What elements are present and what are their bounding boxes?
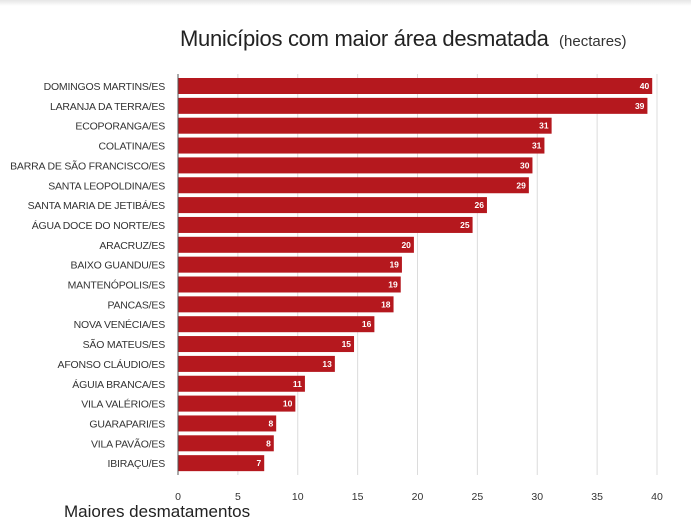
chart-subtitle: (hectares) [559,33,627,50]
bar-value-label: 15 [342,339,352,349]
x-tick-label: 30 [531,491,543,503]
bar [178,137,545,154]
bar-value-label: 40 [640,81,650,91]
bar [178,97,648,114]
bar-value-label: 8 [266,438,271,448]
category-label: PANCAS/ES [107,299,165,311]
category-label: DOMINGOS MARTINS/ES [44,81,166,93]
bar [178,78,653,94]
bar-value-label: 8 [268,418,273,428]
bar-value-label: 30 [520,160,530,170]
bar [178,316,375,333]
category-label: NOVA VENÉCIA/ES [74,318,166,331]
category-label: SANTA LEOPOLDINA/ES [48,180,165,192]
bar-value-label: 19 [388,280,398,290]
category-label: SÃO MATEUS/ES [83,338,166,351]
x-tick-label: 25 [472,491,484,503]
category-label: COLATINA/ES [99,141,166,153]
top-shadow-rule [0,0,691,6]
category-label: VILA VALÉRIO/ES [81,398,165,411]
bar [178,375,305,392]
bar [178,236,414,253]
bar [178,415,277,432]
bar-value-label: 29 [516,180,526,190]
bar [178,336,355,353]
bar-value-label: 7 [256,458,261,468]
bar [178,177,529,194]
category-label: GUARAPARI/ES [89,418,165,430]
x-tick-label: 20 [412,491,424,503]
bar [178,216,473,233]
bar-value-label: 26 [474,200,484,210]
bar-value-label: 39 [635,101,645,111]
category-label: SANTA MARIA DE JETIBÁ/ES [28,199,166,212]
x-tick-label: 35 [591,491,603,503]
x-tick-label: 5 [235,491,241,503]
bar-value-label: 31 [539,121,549,131]
bar [178,435,274,452]
bar [178,256,402,273]
chart-title: Municípios com maior área desmatada [180,26,549,51]
chart-header: Municípios com maior área desmatada (hec… [180,26,627,52]
bar [178,455,265,472]
category-label: VILA PAVÃO/ES [91,437,165,450]
bar [178,355,335,372]
bar-value-label: 18 [381,299,391,309]
x-tick-label: 15 [352,491,364,503]
next-section-heading: Maiores desmatamentos [64,502,251,521]
category-label: ECOPORANGA/ES [75,121,165,133]
bar [178,276,401,293]
bar-value-label: 11 [293,379,302,389]
bar-value-label: 20 [401,240,411,250]
bar [178,197,487,214]
x-tick-label: 0 [175,491,181,503]
category-label: IBIRAÇU/ES [107,458,165,470]
x-tick-label: 10 [292,491,304,503]
bar-value-label: 10 [283,399,293,409]
bar [178,296,394,313]
category-label: ÁGUIA BRANCA/ES [72,378,165,391]
category-label: BAIXO GUANDU/ES [71,260,166,272]
category-label: MANTENÓPOLIS/ES [68,279,166,292]
bar-value-label: 25 [460,220,470,230]
bar [178,117,552,134]
bar-value-label: 16 [362,319,372,329]
category-label: BARRA DE SÃO FRANCISCO/ES [10,159,165,172]
bar [178,395,296,412]
bar-value-label: 31 [532,141,542,151]
category-label: ARACRUZ/ES [99,240,165,252]
bar-value-label: 19 [389,260,399,270]
category-label: AFONSO CLÁUDIO/ES [58,358,166,371]
category-label: ÁGUA DOCE DO NORTE/ES [32,219,165,232]
x-tick-label: 40 [651,491,663,503]
bar [178,157,533,174]
bar-value-label: 13 [322,359,332,369]
category-label: LARANJA DA TERRA/ES [50,101,165,113]
